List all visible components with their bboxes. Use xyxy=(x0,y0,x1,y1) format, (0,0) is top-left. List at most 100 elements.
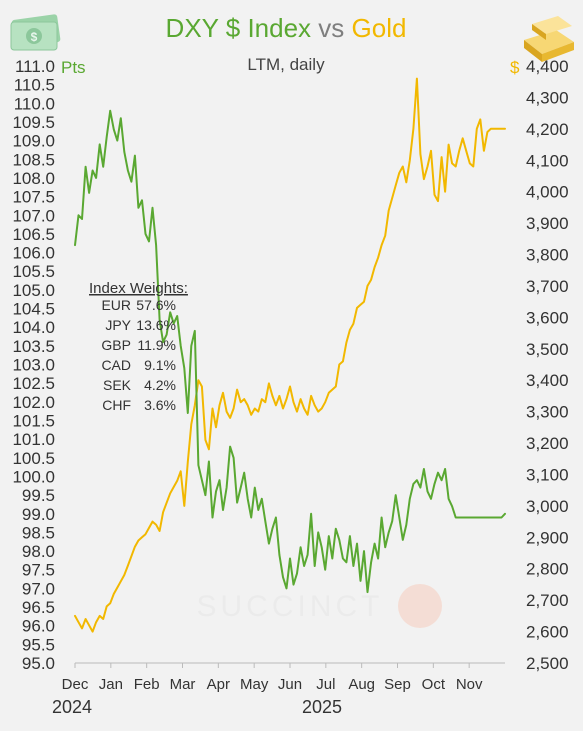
right-tick-label: 3,600 xyxy=(526,308,569,327)
right-tick-label: 3,800 xyxy=(526,246,569,265)
left-tick-label: 104.5 xyxy=(12,300,55,319)
index-weights-title: Index Weights: xyxy=(89,280,188,297)
left-tick-label: 99.5 xyxy=(22,486,55,505)
right-tick-label: 4,300 xyxy=(526,88,569,107)
month-label: Jul xyxy=(316,676,335,693)
right-tick-label: 2,600 xyxy=(526,623,569,642)
weight-percent: 3.6% xyxy=(144,397,176,413)
title-dxy: DXY $ Index xyxy=(166,13,312,43)
right-tick-label: 4,400 xyxy=(526,57,569,76)
weight-currency: SEK xyxy=(103,377,132,393)
left-tick-label: 107.5 xyxy=(12,188,55,207)
left-tick-label: 108.0 xyxy=(12,169,55,188)
succinct-watermark: SUCCINCT xyxy=(197,584,442,628)
axes: 95.095.596.096.597.097.598.098.599.099.5… xyxy=(12,57,568,717)
month-label: Nov xyxy=(456,676,483,693)
right-tick-label: 3,000 xyxy=(526,497,569,516)
month-label: May xyxy=(240,676,269,693)
left-tick-label: 102.0 xyxy=(12,393,55,412)
left-tick-label: 110.0 xyxy=(14,94,55,113)
left-tick-label: 100.0 xyxy=(12,467,55,486)
left-tick-label: 109.0 xyxy=(12,132,55,151)
right-tick-label: 2,700 xyxy=(526,591,569,610)
right-tick-label: 2,900 xyxy=(526,528,569,547)
left-tick-label: 95.0 xyxy=(22,654,55,673)
left-tick-label: 96.0 xyxy=(22,617,55,636)
watermark-logo-icon xyxy=(398,584,442,628)
left-tick-label: 111.0 xyxy=(15,57,55,76)
right-tick-label: 4,000 xyxy=(526,183,569,202)
left-tick-label: 97.0 xyxy=(22,579,55,598)
right-tick-label: 3,100 xyxy=(526,465,569,484)
right-axis-unit-label: $ xyxy=(510,58,520,77)
right-tick-label: 3,900 xyxy=(526,214,569,233)
right-tick-label: 3,700 xyxy=(526,277,569,296)
left-tick-label: 98.5 xyxy=(22,523,55,542)
weight-percent: 11.9% xyxy=(137,337,176,353)
left-tick-label: 104.0 xyxy=(12,318,55,337)
left-tick-label: 99.0 xyxy=(22,505,55,524)
year-label: 2024 xyxy=(52,697,92,717)
right-tick-label: 3,300 xyxy=(526,403,569,422)
left-tick-label: 105.5 xyxy=(12,262,55,281)
left-tick-label: 95.5 xyxy=(22,635,55,654)
index-weights-box: Index Weights: EUR 57.6% JPY 13.6% GBP 11.9% C… xyxy=(89,280,188,413)
right-tick-label: 2,800 xyxy=(526,560,569,579)
month-label: Aug xyxy=(348,676,375,693)
weight-currency: CHF xyxy=(102,397,131,413)
month-label: Mar xyxy=(170,676,196,693)
left-tick-label: 98.0 xyxy=(22,542,55,561)
month-label: Feb xyxy=(134,676,160,693)
right-tick-label: 3,500 xyxy=(526,340,569,359)
left-tick-label: 107.0 xyxy=(12,206,55,225)
right-tick-label: 3,200 xyxy=(526,434,569,453)
weight-percent: 13.6% xyxy=(136,317,176,333)
left-tick-label: 102.5 xyxy=(12,374,55,393)
chart-subtitle: LTM, daily xyxy=(247,55,325,74)
series-layer xyxy=(74,77,506,633)
year-label: 2025 xyxy=(302,697,342,717)
month-label: Apr xyxy=(207,676,230,693)
left-tick-label: 103.0 xyxy=(12,356,55,375)
svg-text:$: $ xyxy=(31,30,38,44)
left-tick-label: 106.0 xyxy=(12,244,55,263)
gold-series-line xyxy=(74,77,506,633)
left-tick-label: 109.5 xyxy=(12,113,55,132)
month-label: Jan xyxy=(99,676,123,693)
month-label: Sep xyxy=(384,676,411,693)
weight-currency: CAD xyxy=(101,357,131,373)
left-axis-unit-label: Pts xyxy=(61,58,86,77)
weight-percent: 4.2% xyxy=(144,377,176,393)
dxy-series-line xyxy=(74,109,506,594)
left-tick-label: 101.0 xyxy=(12,430,55,449)
title-gold: Gold xyxy=(352,13,407,43)
left-tick-label: 108.5 xyxy=(12,150,55,169)
gold-bars-icon xyxy=(524,16,574,62)
left-tick-label: 110.5 xyxy=(14,76,55,95)
left-tick-label: 97.5 xyxy=(22,561,55,580)
right-tick-label: 2,500 xyxy=(526,654,569,673)
dollar-bills-icon: $ xyxy=(10,14,61,51)
weight-currency: JPY xyxy=(105,317,131,333)
title-vs: vs xyxy=(311,13,351,43)
weight-percent: 9.1% xyxy=(144,357,176,373)
right-tick-label: 4,100 xyxy=(526,151,569,170)
left-tick-label: 101.5 xyxy=(12,411,55,430)
month-label: Dec xyxy=(62,676,89,693)
month-label: Oct xyxy=(422,676,446,693)
weight-currency: EUR xyxy=(101,297,131,313)
right-tick-label: 3,400 xyxy=(526,371,569,390)
left-tick-label: 100.5 xyxy=(12,449,55,468)
left-tick-label: 103.5 xyxy=(12,337,55,356)
month-label: Jun xyxy=(278,676,302,693)
chart-title: DXY $ Index vs Gold xyxy=(166,13,407,43)
weight-percent: 57.6% xyxy=(136,297,176,313)
left-tick-label: 96.5 xyxy=(22,598,55,617)
left-tick-label: 106.5 xyxy=(12,225,55,244)
weight-currency: GBP xyxy=(101,337,131,353)
right-tick-label: 4,200 xyxy=(526,120,569,139)
watermark-text: SUCCINCT xyxy=(197,590,384,623)
left-tick-label: 105.0 xyxy=(12,281,55,300)
